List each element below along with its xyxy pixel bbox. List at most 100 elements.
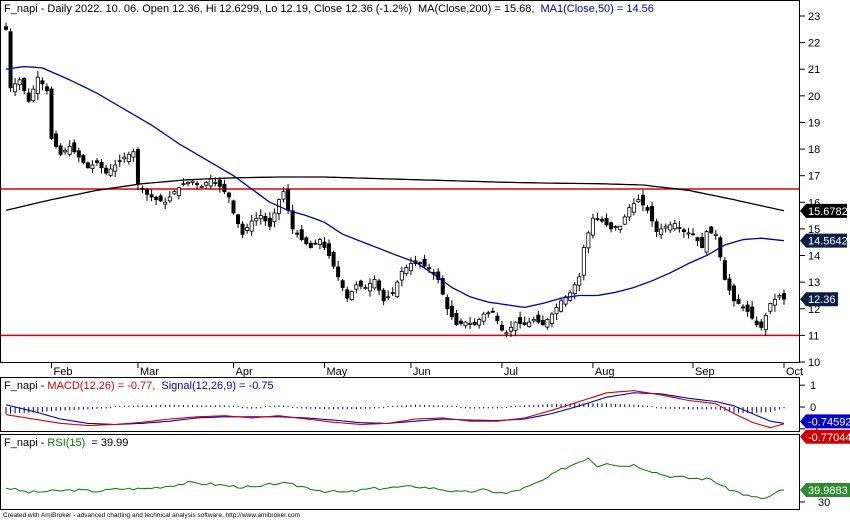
candle-body bbox=[26, 92, 31, 102]
rsi-badge-box bbox=[800, 483, 850, 497]
candle-body bbox=[454, 312, 459, 326]
ma200-badge-label: 15.6782 bbox=[808, 206, 848, 218]
candle-body bbox=[645, 207, 650, 211]
candle-body bbox=[245, 227, 250, 231]
candle-body bbox=[222, 183, 227, 193]
macd-badge-box bbox=[800, 429, 850, 444]
candle-body bbox=[72, 142, 77, 153]
candle-body bbox=[363, 287, 368, 290]
candle-body bbox=[427, 267, 432, 270]
rsi-tick-label: 30 bbox=[818, 497, 830, 509]
candle-body bbox=[17, 79, 22, 86]
candle-body bbox=[113, 164, 118, 172]
month-label: Feb bbox=[53, 366, 72, 378]
candle-body bbox=[167, 196, 172, 202]
macd-line bbox=[5, 390, 785, 429]
candle-body bbox=[240, 223, 245, 235]
month-ticks: Feb Mar Apr May Jun Jul Aug Sep Oct bbox=[50, 362, 803, 378]
candle-body bbox=[522, 322, 527, 326]
candle-body bbox=[691, 233, 696, 236]
macd-tick-label: 1 bbox=[810, 380, 816, 392]
price-tick-label: 22 bbox=[808, 38, 820, 50]
candle-body bbox=[777, 295, 782, 298]
candle-body bbox=[513, 321, 518, 331]
candle-body bbox=[172, 191, 177, 195]
ma200-badge-box bbox=[800, 203, 847, 218]
candle-body bbox=[4, 26, 9, 30]
candle-body bbox=[390, 292, 395, 295]
candle-body bbox=[408, 263, 413, 272]
horizontal-lines bbox=[1, 188, 799, 337]
candle-body bbox=[377, 280, 382, 291]
candle-body bbox=[327, 243, 332, 256]
candle-body bbox=[404, 267, 409, 274]
candle-body bbox=[572, 284, 577, 295]
candle-body bbox=[281, 191, 286, 200]
candle-body bbox=[263, 216, 268, 222]
candle-body bbox=[208, 177, 213, 187]
price-tick-label: 18 bbox=[808, 144, 820, 156]
candle-body bbox=[686, 232, 691, 235]
candle-body bbox=[477, 319, 482, 326]
candle-body bbox=[750, 306, 755, 319]
candle-body bbox=[295, 232, 300, 235]
candle-body bbox=[472, 321, 477, 326]
candle-body bbox=[63, 150, 68, 153]
candle-body bbox=[308, 242, 313, 248]
candle-body bbox=[627, 207, 632, 218]
candle-body bbox=[322, 241, 327, 248]
candle-body bbox=[672, 223, 677, 230]
candle-body bbox=[149, 194, 154, 198]
candle-body bbox=[99, 162, 104, 169]
candle-body bbox=[418, 262, 423, 265]
rsi-badge-label: 39.9883 bbox=[808, 485, 848, 497]
month-label: Sep bbox=[695, 366, 715, 378]
rsi-line bbox=[5, 457, 785, 500]
candle-body bbox=[782, 293, 787, 300]
candle-body bbox=[163, 201, 168, 205]
candle-body bbox=[85, 162, 90, 169]
candle-body bbox=[35, 76, 40, 94]
ma50-line bbox=[5, 65, 785, 309]
candle-body bbox=[622, 216, 627, 225]
candle-body bbox=[604, 217, 609, 226]
candle-body bbox=[540, 319, 545, 326]
candle-body bbox=[386, 296, 391, 299]
ma50-badge-box bbox=[800, 233, 847, 248]
price-tick-label: 17 bbox=[808, 171, 820, 183]
candle-body bbox=[545, 319, 550, 328]
candle-body bbox=[199, 185, 204, 188]
ma50-label: MA1(Close,50) = 14.56 bbox=[540, 3, 653, 15]
candle-body bbox=[272, 212, 277, 223]
price-tick-label: 23 bbox=[808, 11, 820, 23]
price-tick-label: 15 bbox=[808, 224, 820, 236]
candle-body bbox=[709, 226, 714, 234]
candle-body bbox=[640, 194, 645, 206]
rsi-header: F_napi - RSI(15) = 39.99 bbox=[4, 437, 128, 449]
candle-body bbox=[509, 326, 514, 332]
candle-body bbox=[736, 298, 741, 304]
candle-body bbox=[358, 280, 363, 287]
candlesticks bbox=[4, 22, 787, 338]
candle-body bbox=[554, 307, 559, 315]
price-header-prefix: F_napi - Daily 2022. 10. 06. Open 12.36,… bbox=[4, 3, 412, 15]
price-tick-label: 13 bbox=[808, 277, 820, 289]
candle-body bbox=[563, 296, 568, 305]
candle-body bbox=[531, 319, 536, 322]
candle-body bbox=[399, 271, 404, 281]
candle-body bbox=[745, 304, 750, 312]
signal-label: Signal(12,26,9) = -0.75 bbox=[161, 380, 273, 392]
candle-body bbox=[600, 219, 605, 222]
candle-body bbox=[317, 239, 322, 245]
price-tick-label: 14 bbox=[808, 251, 820, 263]
rsi-panel bbox=[0, 434, 800, 510]
ma50-badge-label: 14.5642 bbox=[808, 236, 848, 248]
candle-body bbox=[204, 181, 209, 186]
candle-body bbox=[76, 150, 81, 158]
month-label: Mar bbox=[140, 366, 159, 378]
candle-body bbox=[486, 312, 491, 315]
candle-body bbox=[185, 181, 190, 185]
candle-body bbox=[763, 315, 768, 331]
